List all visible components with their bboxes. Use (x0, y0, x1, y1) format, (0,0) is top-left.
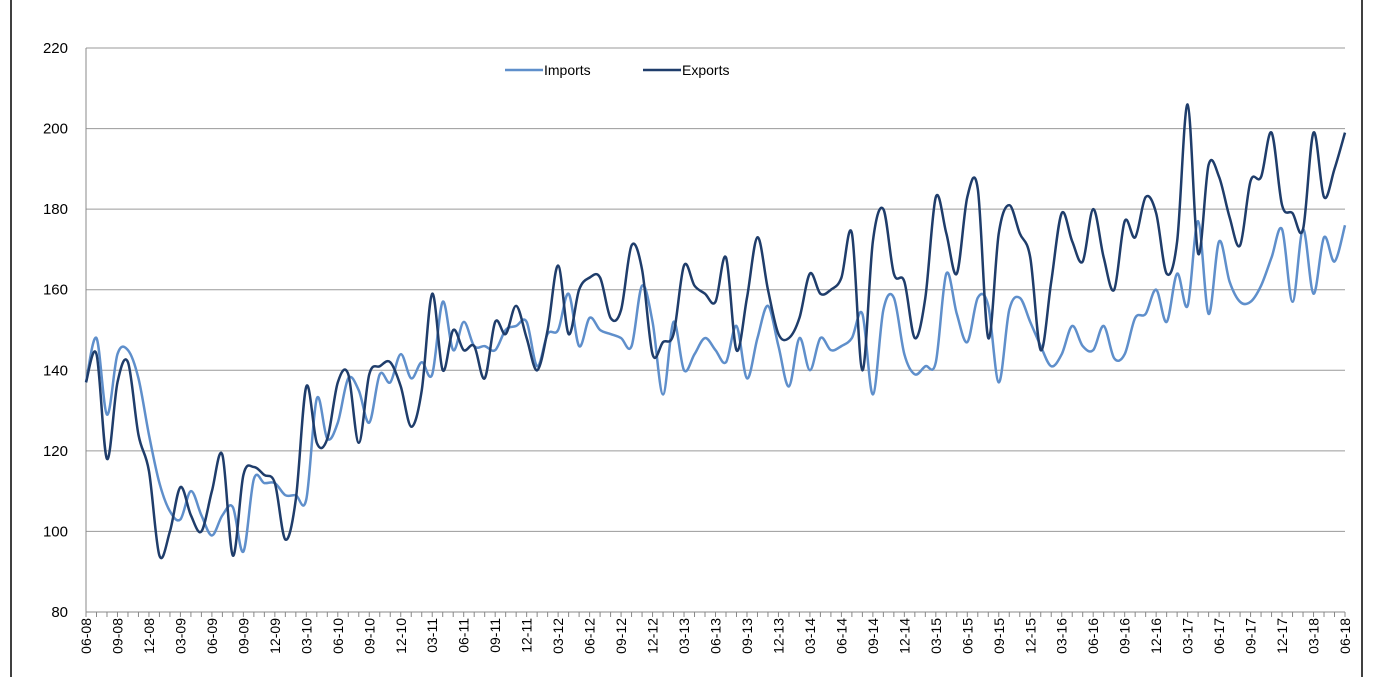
x-tick-label: 06-16 (1085, 618, 1101, 654)
legend-label: Exports (682, 62, 729, 78)
x-tick-label: 06-15 (959, 618, 975, 654)
chart-frame (10, 0, 1363, 681)
x-tick-label: 09-12 (613, 618, 629, 654)
y-tick-label: 200 (43, 121, 68, 138)
x-tick-label: 06-18 (1337, 618, 1353, 654)
x-tick-label: 09-13 (739, 618, 755, 654)
y-tick-label: 140 (43, 362, 68, 379)
x-tick-label: 12-17 (1274, 618, 1290, 654)
x-tick-label: 12-12 (645, 618, 661, 654)
y-tick-label: 120 (43, 443, 68, 460)
x-tick-label: 09-09 (235, 618, 251, 654)
x-tick-label: 09-11 (487, 618, 503, 653)
x-tick-label: 03-17 (1180, 618, 1196, 654)
x-tick-label: 06-10 (330, 618, 346, 654)
y-tick-label: 220 (43, 40, 68, 57)
x-tick-label: 12-13 (770, 618, 786, 654)
x-tick-label: 12-15 (1022, 618, 1038, 654)
legend-label: Imports (544, 62, 591, 78)
x-tick-label: 03-14 (802, 618, 818, 654)
x-tick-label: 06-14 (833, 618, 849, 654)
x-tick-label: 06-17 (1211, 618, 1227, 654)
x-tick-label: 03-12 (550, 618, 566, 654)
x-tick-label: 09-15 (991, 618, 1007, 654)
x-tick-label: 03-16 (1054, 618, 1070, 654)
series-line (84, 103, 1347, 560)
x-tick-label: 03-10 (298, 618, 314, 654)
x-tick-label: 09-10 (361, 618, 377, 654)
x-tick-label: 06-11 (456, 618, 472, 653)
x-tick-label: 09-16 (1117, 618, 1133, 654)
x-tick-label: 03-09 (172, 618, 188, 654)
x-tick-label: 06-08 (78, 618, 94, 654)
y-tick-label: 180 (43, 201, 68, 218)
x-tick-label: 03-15 (928, 618, 944, 654)
x-tick-label: 06-13 (708, 618, 724, 654)
x-tick-label: 09-08 (109, 618, 125, 654)
x-tick-label: 09-17 (1243, 618, 1259, 654)
x-tick-label: 03-18 (1306, 618, 1322, 654)
x-tick-label: 06-12 (582, 618, 598, 654)
y-tick-label: 80 (51, 604, 68, 621)
x-tick-label: 03-13 (676, 618, 692, 654)
x-tick-label: 12-11 (519, 618, 535, 653)
y-tick-label: 100 (43, 523, 68, 540)
x-tick-label: 03-11 (424, 618, 440, 653)
x-tick-label: 09-14 (865, 618, 881, 654)
x-tick-label: 12-16 (1148, 618, 1164, 654)
x-tick-label: 12-10 (393, 618, 409, 654)
x-tick-label: 12-09 (267, 618, 283, 654)
y-tick-label: 160 (43, 282, 68, 299)
x-tick-label: 06-09 (204, 618, 220, 654)
x-tick-label: 12-14 (896, 618, 912, 654)
series-line (84, 219, 1347, 553)
x-tick-label: 12-08 (141, 618, 157, 654)
